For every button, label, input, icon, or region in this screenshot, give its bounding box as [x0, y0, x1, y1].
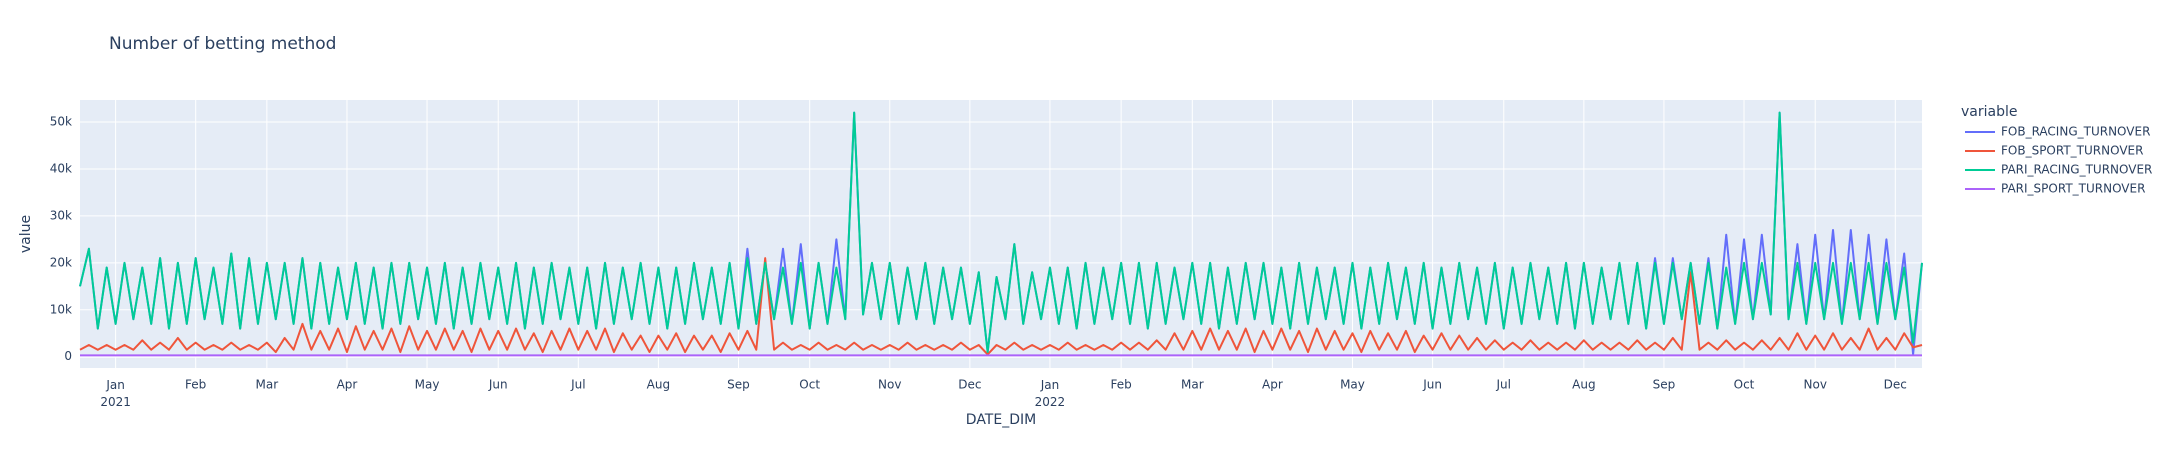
x-tick-label: Nov [878, 378, 901, 392]
chart-title: Number of betting method [109, 34, 336, 54]
y-tick-label: 0 [64, 349, 72, 363]
x-tick-label: Jul [1496, 378, 1511, 392]
legend-title: variable [1961, 104, 2017, 120]
x-tick-label: Sep [1653, 378, 1676, 392]
data-line [79, 257, 1923, 356]
x-tick-label: Sep [727, 378, 750, 392]
x-tick-label: Jun [488, 378, 508, 392]
x-tick-label: Jun [1422, 378, 1442, 392]
data-line [79, 111, 1923, 354]
x-tick-label: Oct [1734, 378, 1755, 392]
x-tick-label: Dec [958, 378, 981, 392]
x-tick-label: Feb [1111, 378, 1132, 392]
x-tick-label: Apr [337, 378, 358, 392]
x-tick-label: Jul [570, 378, 585, 392]
legend-label: PARI_RACING_TURNOVER [2001, 163, 2152, 177]
x-tick-label: May [1340, 378, 1365, 392]
legend-label: PARI_SPORT_TURNOVER [2001, 182, 2145, 196]
x-axis-title: DATE_DIM [966, 412, 1036, 428]
y-tick-label: 40k [50, 161, 72, 175]
x-tick-label: Jan 2022 [1035, 378, 1066, 409]
x-tick-label: May [415, 378, 440, 392]
x-tick-label: Mar [1181, 378, 1204, 392]
x-tick-label: Aug [1572, 378, 1595, 392]
y-tick-label: 30k [50, 208, 72, 222]
x-tick-label: Aug [647, 378, 670, 392]
x-tick-label: Jan 2021 [100, 378, 131, 409]
legend-label: FOB_SPORT_TURNOVER [2001, 144, 2143, 158]
x-tick-label: Oct [799, 378, 820, 392]
plot-background [80, 100, 1922, 368]
x-tick-label: Feb [185, 378, 206, 392]
y-tick-label: 50k [50, 115, 72, 129]
x-tick-label: Mar [256, 378, 279, 392]
y-axis-title: value [18, 215, 34, 253]
y-tick-label: 20k [50, 255, 72, 269]
x-tick-label: Apr [1262, 378, 1283, 392]
x-tick-label: Nov [1804, 378, 1827, 392]
y-tick-label: 10k [50, 302, 72, 316]
x-tick-label: Dec [1884, 378, 1907, 392]
legend-label: FOB_RACING_TURNOVER [2001, 125, 2150, 139]
